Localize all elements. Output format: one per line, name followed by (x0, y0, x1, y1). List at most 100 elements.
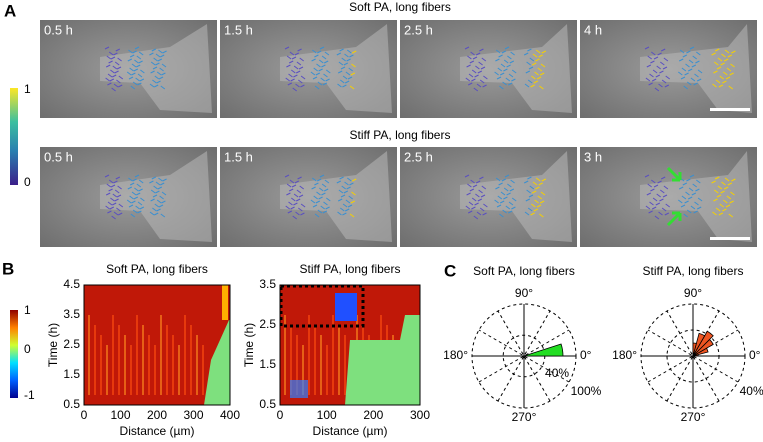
vector (136, 183, 142, 188)
vector (651, 206, 657, 210)
vector (351, 191, 356, 196)
vector (724, 49, 730, 54)
vector (524, 83, 530, 88)
vector (495, 186, 500, 190)
vector (159, 182, 165, 186)
vector (105, 77, 110, 82)
vector (688, 187, 694, 192)
vector (692, 55, 698, 60)
vector (469, 60, 475, 64)
y-tick-label: 1.5 (259, 357, 276, 371)
vector (321, 64, 326, 68)
vector (722, 80, 727, 84)
x-tick-label: 300 (183, 408, 203, 422)
vector (154, 203, 160, 208)
vector (115, 48, 121, 52)
vector (539, 213, 544, 218)
vector (105, 205, 110, 210)
vector (139, 78, 145, 82)
vector (478, 61, 483, 66)
vector (465, 77, 471, 82)
vector (109, 78, 115, 82)
vector (337, 211, 342, 216)
vector (729, 200, 734, 204)
vector (660, 48, 666, 52)
vector (650, 179, 656, 184)
vector (290, 69, 296, 74)
frame-time: 3 h (584, 149, 602, 164)
vector (647, 55, 653, 60)
vector (156, 199, 162, 204)
vector (134, 59, 139, 64)
vector (718, 84, 724, 88)
vector (681, 195, 687, 200)
vector (725, 76, 731, 80)
vector (115, 176, 121, 180)
heatmap-stripe (344, 335, 346, 395)
vector (680, 76, 686, 80)
vector (314, 85, 320, 90)
vector (499, 213, 504, 218)
plot-title: Soft PA, long fibers (106, 262, 208, 276)
vector (713, 61, 719, 66)
vector (108, 188, 113, 192)
vector (694, 201, 699, 206)
vector (728, 213, 734, 218)
vector (713, 70, 718, 74)
vector (526, 61, 531, 66)
vector (502, 209, 507, 214)
vector (349, 85, 355, 90)
vector (350, 200, 356, 204)
vector (344, 80, 350, 84)
vector (684, 200, 689, 204)
vector (695, 179, 701, 184)
vector (318, 187, 324, 192)
vector (657, 52, 662, 56)
vector (149, 52, 154, 56)
vector (660, 176, 666, 180)
vector (683, 85, 689, 90)
vector (529, 185, 535, 190)
heatmap-stripe (196, 335, 198, 395)
vector (132, 209, 138, 214)
vector (116, 194, 122, 198)
vector (320, 205, 326, 210)
vector (678, 58, 684, 62)
colorbar-label: 0 (24, 175, 31, 189)
vector (339, 176, 344, 180)
vector (313, 195, 319, 200)
vector (723, 58, 729, 62)
vector (311, 177, 317, 182)
vector (540, 191, 546, 196)
vector (689, 46, 695, 50)
vector (150, 61, 156, 66)
vector (499, 72, 505, 76)
vector (313, 67, 319, 72)
vector (114, 61, 120, 66)
vector (653, 184, 659, 188)
vector (469, 188, 475, 192)
vector (527, 79, 533, 84)
vector (477, 70, 483, 74)
vector (311, 186, 316, 190)
vector (509, 188, 515, 192)
vector (646, 192, 652, 196)
vector (339, 79, 345, 84)
vector (503, 59, 509, 64)
vector (722, 208, 727, 212)
vector (508, 201, 514, 206)
vector (535, 49, 541, 54)
angle-label: 180° (443, 348, 468, 362)
vector (318, 196, 323, 200)
vector (506, 64, 511, 68)
polar-spoke (647, 329, 739, 383)
vector (531, 62, 537, 66)
vector (537, 67, 543, 72)
heatmap-stripe (130, 345, 132, 395)
vector (160, 85, 166, 90)
vector (507, 210, 513, 214)
vector (109, 206, 115, 210)
heatmap-stripe (284, 315, 286, 395)
vector (114, 70, 119, 74)
vector (661, 79, 667, 84)
